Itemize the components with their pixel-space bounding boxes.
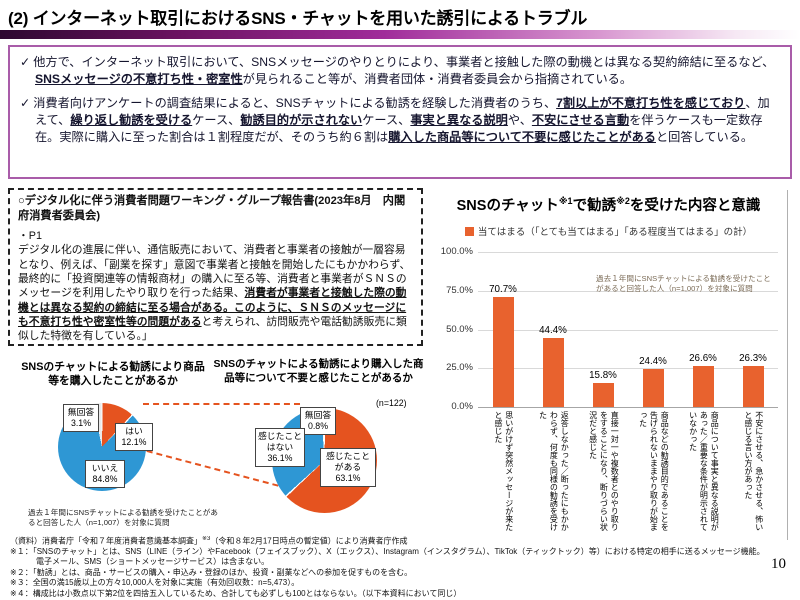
bar-category: 商品などの勧誘目的であることを告げられないままやり取りが始まった bbox=[628, 411, 678, 533]
gridline bbox=[478, 407, 778, 408]
bar-category-label: 商品について事実と異なる説明があった／重要な条件が明示されていなかった bbox=[688, 411, 720, 531]
summary-text-emphasis: 購入した商品等について不要に感じたことがある bbox=[388, 130, 656, 145]
footnote-4: ※４：構成比は小数点以下第2位を四捨五入しているため、合計しても必ずしも100と… bbox=[10, 588, 462, 598]
summary-text: と回答している。 bbox=[655, 130, 754, 145]
pie1-label-no-answer: 無回答 3.1% bbox=[63, 404, 99, 432]
title-gradient-bar bbox=[0, 30, 800, 39]
gridline bbox=[478, 329, 778, 331]
footnote-source: （資料）消費者庁「令和７年度消費者意識基本調査」※3（令和８年2月17日時点の暫… bbox=[10, 536, 408, 546]
gridline bbox=[478, 290, 778, 292]
gridline bbox=[478, 368, 778, 370]
bar bbox=[642, 369, 664, 407]
summary-text: ケース、 bbox=[192, 112, 241, 127]
report-text: と考えられ、訪問販売や電話勧誘販売に類似した特徴を有している。」 bbox=[18, 315, 407, 343]
footnote-3: ※３：全国の満15歳以上の方々10,000人を対象に実施（有効回収数：n=5,4… bbox=[10, 578, 300, 588]
bar-column: 24.4% bbox=[628, 356, 678, 407]
y-axis-tick: 100.0% bbox=[440, 246, 473, 257]
bar-value-label: 24.4% bbox=[639, 356, 667, 368]
bar bbox=[492, 297, 514, 407]
summary-bullet-2: ✓ 消費者向けアンケートの調査結果によると、SNSチャットによる勧誘を経験した消費… bbox=[20, 95, 780, 147]
pie2-label-not-felt: 感じたことはない 36.1% bbox=[255, 428, 305, 467]
bar-categories: 思いがけず突然メッセージが来たと感じた 返答しなかった／断ったにもかかわらず、何度… bbox=[478, 411, 778, 533]
pie1-title: SNSのチャットによる勧誘により商品等を購入したことがあるか bbox=[21, 361, 205, 388]
footnote-1-cont: 電子メール、SMS（ショートメッセージサービス）は含まない。 bbox=[36, 557, 270, 567]
page-title: (2) インターネット取引におけるSNS・チャットを用いた誘引によるトラブル bbox=[8, 9, 588, 28]
bar bbox=[692, 365, 714, 407]
report-body: デジタル化の進展に伴い、通信販売において、消費者と事業者の接触が一層容易となり、… bbox=[18, 243, 413, 344]
report-page-ref: ・P1 bbox=[18, 229, 43, 242]
bar-value-label: 26.6% bbox=[689, 352, 717, 364]
bar-category-label: 直接一対一や複数者とのやり取りをすることになり、断りづらい状況だと感じた bbox=[588, 411, 620, 531]
summary-bullet-1: ✓ 他方で、インターネット取引において、SNSメッセージのやりとりにより、事業者と… bbox=[20, 54, 780, 89]
bar-chart-title: SNSのチャット※1で勧誘※2を受けた内容と意識 bbox=[456, 196, 761, 214]
bar bbox=[592, 382, 614, 407]
pie-charts-section: SNSのチャットによる勧誘により商品等を購入したことがあるか SNSのチャットに… bbox=[8, 352, 428, 542]
bar-category-label: 思いがけず突然メッセージが来たと感じた bbox=[494, 411, 514, 531]
summary-text: や、 bbox=[507, 112, 532, 127]
pie2-label-no-answer: 無回答 0.8% bbox=[300, 407, 336, 435]
bar bbox=[742, 366, 764, 407]
report-text-emphasis: 消費者が事業者と接触した際の動機とは異なる契約の締結に至る場合がある。このように… bbox=[18, 287, 407, 328]
bar-value-label: 15.8% bbox=[589, 369, 617, 381]
summary-text-emphasis: 不安にさせる言動 bbox=[531, 112, 630, 127]
bar-category: 商品について事実と異なる説明があった／重要な条件が明示されていなかった bbox=[678, 411, 728, 533]
callout-line-top bbox=[143, 403, 300, 405]
check-icon: ✓ bbox=[20, 55, 31, 69]
bar-chart-legend: 当てはまる（「とても当てはまる」「ある程度当てはまる」の計） bbox=[430, 224, 787, 238]
check-icon: ✓ bbox=[20, 95, 31, 110]
summary-text: が見られること等が、消費者団体・消費者委員会から指摘されている。 bbox=[242, 72, 633, 87]
bar-plot-area: 100.0% 75.0% 50.0% 25.0% 0.0% 70.7% 44.4% 15.8… bbox=[441, 246, 778, 412]
summary-text-emphasis: 勧誘目的が示されない bbox=[240, 112, 363, 127]
pie1-label-yes: はい 12.1% bbox=[115, 423, 153, 451]
bar-category: 返答しなかった／断ったにもかかわらず、何度も同様の勧誘を受けた bbox=[528, 411, 578, 533]
footnotes: （資料）消費者庁「令和７年度消費者意識基本調査」※3（令和８年2月17日時点の暫… bbox=[10, 536, 788, 599]
gridline bbox=[478, 252, 778, 253]
y-axis-tick: 75.0% bbox=[446, 284, 473, 296]
summary-text: ケース、 bbox=[362, 112, 411, 127]
bar-value-label: 70.7% bbox=[489, 284, 517, 296]
summary-text: を伴うケースも一定数存在。実際に購入に至った割合は１割程度だが、そのうち約６割は bbox=[35, 112, 763, 145]
bar-category: 思いがけず突然メッセージが来たと感じた bbox=[478, 411, 528, 533]
bar-value-label: 26.3% bbox=[739, 353, 767, 365]
pie2-label-felt: 感じたことがある 63.1% bbox=[320, 448, 376, 487]
bar-chart-panel: SNSのチャット※1で勧誘※2を受けた内容と意識 当てはまる（「とても当てはまる… bbox=[430, 190, 788, 540]
report-quote-box: ○デジタル化に伴う消費者問題ワーキング・グループ報告書(2023年8月 内閣府消… bbox=[8, 188, 423, 346]
summary-text: 他方で、インターネット取引において、SNSメッセージのやりとりにより、事業者と接… bbox=[33, 55, 775, 69]
report-heading: ○デジタル化に伴う消費者問題ワーキング・グループ報告書(2023年8月 内閣府消… bbox=[18, 195, 406, 222]
y-axis-tick: 0.0% bbox=[451, 401, 473, 412]
y-axis-tick: 50.0% bbox=[446, 323, 473, 335]
pie2-n-label: (n=122) bbox=[376, 398, 407, 408]
bars: 70.7% 44.4% 15.8% 24.4% 26.6% 26.3% bbox=[478, 252, 778, 407]
summary-text-emphasis: 繰り返し勧誘を受ける bbox=[70, 112, 193, 127]
bar bbox=[542, 338, 564, 407]
bar-survey-note: 過去１年間にSNSチャットによる勧誘を受けたことがあると回答した人（n=1,00… bbox=[596, 274, 771, 294]
footnote-2: ※２：「勧誘」とは、商品・サービスの購入・申込み・登録のほか、投資・副業などへの… bbox=[10, 567, 413, 577]
bar-category-label: 返答しなかった／断ったにもかかわらず、何度も同様の勧誘を受けた bbox=[538, 411, 570, 531]
pie1-label-no: いいえ 84.8% bbox=[85, 460, 125, 488]
summary-text-emphasis: 7割以上が不意打ち性を感じており bbox=[556, 95, 746, 110]
bar-category-label: 不安にさせる、急かさせる、怖いと感じる言い方があった bbox=[744, 411, 764, 531]
summary-text-emphasis: 事実と異なる説明 bbox=[410, 112, 508, 127]
bar-column: 26.6% bbox=[678, 353, 728, 407]
pie1-survey-note: 過去１年間にSNSチャットによる勧誘を受けたことがあると回答した人（n=1,00… bbox=[28, 508, 218, 527]
bar-category: 不安にさせる、急かさせる、怖いと感じる言い方があった bbox=[728, 411, 778, 533]
summary-text-emphasis: SNSメッセージの不意打ち性・密室性 bbox=[35, 72, 243, 87]
bar-column: 44.4% bbox=[528, 325, 578, 407]
bar-category-label: 商品などの勧誘目的であることを告げられないままやり取りが始まった bbox=[638, 411, 670, 531]
bar-value-label: 44.4% bbox=[539, 325, 567, 337]
summary-text: 、加えて、 bbox=[35, 95, 770, 127]
pie2-title: SNSのチャットによる勧誘により購入した商品等について不要と感じたことがあるか bbox=[213, 358, 424, 384]
bar-column: 70.7% bbox=[478, 284, 528, 407]
footnote-1: ※１：「SNSのチャット」とは、SNS（LINE（ライン）やFacebook（フ… bbox=[10, 547, 765, 557]
summary-box: ✓ 他方で、インターネット取引において、SNSメッセージのやりとりにより、事業者と… bbox=[8, 45, 792, 179]
y-axis-tick: 25.0% bbox=[446, 362, 473, 374]
report-text: デジタル化の進展に伴い、通信販売において、消費者と事業者の接触が一層容易となり、… bbox=[18, 244, 411, 300]
summary-text: 消費者向けアンケートの調査結果によると、SNSチャットによる勧誘を経験した消費者… bbox=[33, 95, 557, 110]
bar-column: 26.3% bbox=[728, 353, 778, 407]
legend-label: 当てはまる（「とても当てはまる」「ある程度当てはまる」の計） bbox=[477, 227, 753, 238]
bar-column: 15.8% bbox=[578, 370, 628, 407]
legend-swatch bbox=[464, 226, 474, 236]
page-number: 10 bbox=[771, 556, 786, 572]
bar-category: 直接一対一や複数者とのやり取りをすることになり、断りづらい状況だと感じた bbox=[578, 411, 628, 533]
